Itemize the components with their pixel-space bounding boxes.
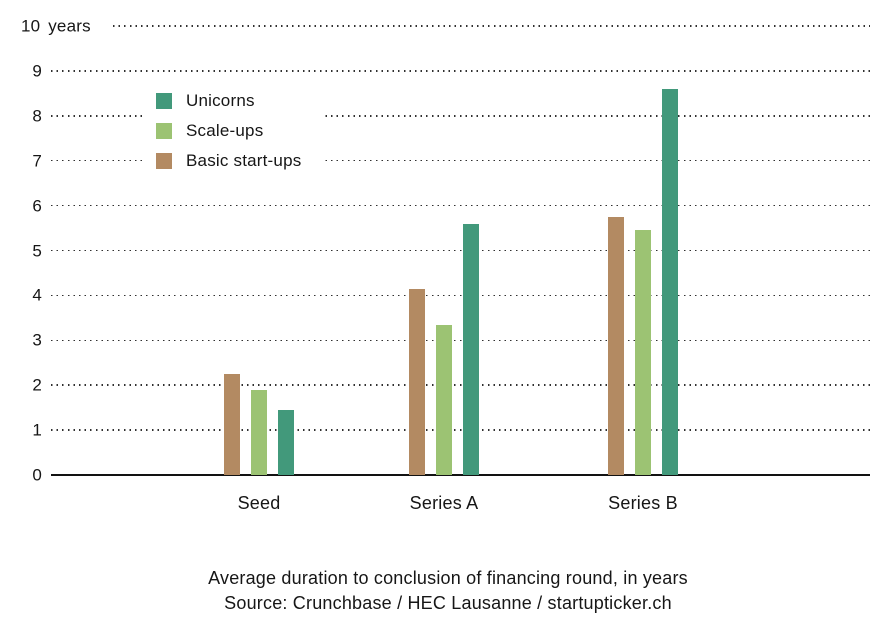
y-tick-label-7: 7 (32, 151, 42, 171)
bar-unicorns-seed (278, 409, 294, 475)
bar-unicorns-series-b (662, 88, 678, 475)
legend-item-scale-ups: Scale-ups (156, 116, 301, 146)
legend-label-unicorns: Unicorns (186, 91, 255, 110)
caption-source: Source: Crunchbase / HEC Lausanne / star… (224, 593, 672, 613)
y-tick-label-2: 2 (32, 375, 42, 395)
y-gridline-10 (113, 25, 870, 27)
legend-item-basic-start-ups: Basic start-ups (156, 146, 301, 176)
y-gridline-9 (51, 70, 870, 72)
legend-swatch-scale-ups (156, 123, 172, 139)
y-gridline-4 (51, 294, 870, 297)
y-gridline-1 (51, 429, 870, 431)
bar-basic-start-ups-seed (224, 373, 240, 475)
bar-scale-ups-series-a (436, 324, 452, 475)
y-gridline-5 (51, 249, 870, 252)
y-tick-label-1: 1 (32, 420, 42, 440)
y-tick-label-9: 9 (32, 61, 42, 81)
y-tick-label-3: 3 (32, 330, 42, 350)
legend-label-scale-ups: Scale-ups (186, 121, 264, 140)
legend-label-basic-start-ups: Basic start-ups (186, 151, 302, 170)
y-tick-label-10: 10 years (21, 16, 91, 36)
y-tick-label-6: 6 (32, 196, 42, 216)
y-gridline-2 (51, 384, 870, 386)
legend-item-unicorns: Unicorns (156, 86, 301, 116)
bar-basic-start-ups-series-b (608, 216, 624, 475)
x-category-label-series-a: Series A (409, 493, 479, 513)
x-axis-line (51, 474, 870, 476)
x-category-label-series-b: Series B (608, 493, 678, 513)
x-category-label-seed: Seed (237, 493, 281, 513)
plot-area: Seed Series A Series B (51, 25, 870, 513)
y-tick-label-5: 5 (32, 241, 42, 260)
caption: Average duration to conclusion of financ… (0, 566, 896, 616)
caption-title: Average duration to conclusion of financ… (208, 568, 688, 588)
legend-swatch-unicorns (156, 93, 172, 109)
y-tick-label-4: 4 (32, 285, 42, 305)
y-gridline-7 (51, 159, 870, 162)
bar-basic-start-ups-series-a (409, 288, 425, 475)
bar-scale-ups-series-b (635, 230, 651, 475)
y-gridline-8 (51, 115, 870, 117)
y-gridline-3 (51, 339, 870, 342)
legend-swatch-basic-start-ups (156, 153, 172, 169)
y-tick-label-0: 0 (32, 465, 42, 485)
legend: Unicorns Scale-ups Basic start-ups (145, 80, 324, 182)
bar-unicorns-series-a (463, 223, 479, 475)
bar-scale-ups-seed (251, 389, 267, 475)
y-gridline-6 (51, 204, 870, 207)
y-tick-label-8: 8 (32, 106, 42, 126)
